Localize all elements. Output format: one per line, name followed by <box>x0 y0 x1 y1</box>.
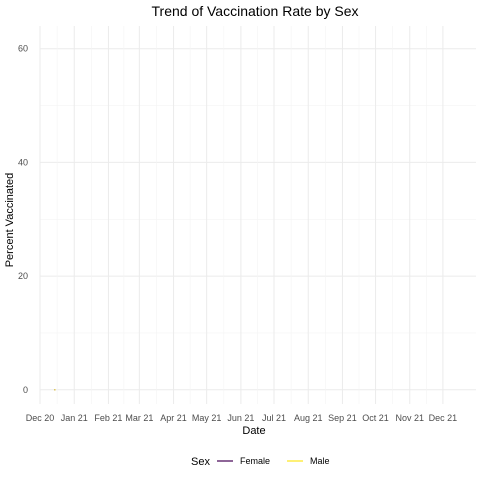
x-tick-label: Mar 21 <box>125 413 153 423</box>
legend-label-male: Male <box>310 456 330 466</box>
x-tick-label: May 21 <box>192 413 222 423</box>
x-axis-ticks: Dec 20 Jan 21 Feb 21 Mar 21 Apr 21 May 21 Jun … <box>26 413 457 423</box>
chart-title: Trend of Vaccination Rate by Sex <box>152 3 359 19</box>
x-axis-title: Date <box>242 425 265 437</box>
x-tick-label: Jan 21 <box>61 413 88 423</box>
y-tick-label: 0 <box>23 385 28 395</box>
legend-title: Sex <box>191 456 210 468</box>
x-tick-label: Jun 21 <box>227 413 254 423</box>
x-tick-label: Feb 21 <box>94 413 122 423</box>
y-axis-ticks: 0 20 40 60 <box>18 44 28 395</box>
legend: Sex Female Male <box>191 456 330 468</box>
x-tick-label: Nov 21 <box>396 413 425 423</box>
y-tick-label: 60 <box>18 44 28 54</box>
y-tick-label: 20 <box>18 271 28 281</box>
y-tick-label: 40 <box>18 157 28 167</box>
x-tick-label: Aug 21 <box>294 413 323 423</box>
x-tick-label: Oct 21 <box>362 413 389 423</box>
x-tick-label: Dec 21 <box>429 413 458 423</box>
y-axis-title: Percent Vaccinated <box>4 173 16 268</box>
x-tick-label: Apr 21 <box>160 413 187 423</box>
x-tick-label: Dec 20 <box>26 413 55 423</box>
legend-items: Female Male <box>217 456 330 466</box>
x-tick-label: Sep 21 <box>328 413 357 423</box>
x-tick-label: Jul 21 <box>262 413 286 423</box>
legend-label-female: Female <box>240 456 270 466</box>
plot-grid <box>40 26 476 404</box>
